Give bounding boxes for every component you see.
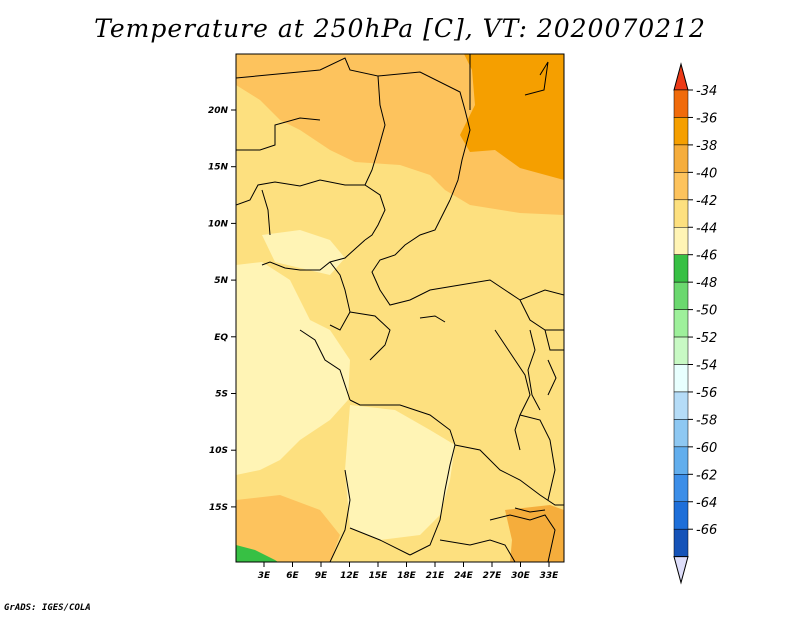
coastline-lake bbox=[419, 315, 446, 323]
boundary-line bbox=[454, 444, 564, 506]
colorbar-segment bbox=[673, 336, 689, 365]
lon-label: 6E bbox=[286, 571, 299, 581]
lon-label: 18E bbox=[397, 571, 417, 581]
colorbar-segment bbox=[673, 391, 689, 420]
lat-label: 20N bbox=[208, 106, 229, 116]
colorbar-segment bbox=[673, 419, 689, 448]
colorbar-label: -44 bbox=[696, 221, 717, 236]
colorbar-segment bbox=[673, 227, 689, 255]
field-minus38-40-southeast bbox=[505, 505, 564, 562]
colorbar-label: -50 bbox=[696, 304, 717, 319]
colorbar-segment bbox=[673, 172, 689, 201]
boundary-line bbox=[489, 514, 556, 562]
map-frame bbox=[235, 53, 565, 563]
colorbar-label: -48 bbox=[696, 276, 717, 291]
boundary-line bbox=[377, 71, 471, 201]
longitude-axis: 3E 6E 9E 12E 15E 18E 21E 24E 27E 30E 33E bbox=[258, 562, 559, 581]
lon-label: 12E bbox=[340, 571, 360, 581]
coastline-lake bbox=[524, 61, 549, 96]
field-minus42-44-central bbox=[262, 230, 345, 275]
lon-label: 15E bbox=[369, 571, 389, 581]
field-minus44-46-corner bbox=[236, 545, 278, 562]
lat-label: 5N bbox=[214, 276, 228, 286]
colorbar-label: -52 bbox=[696, 331, 717, 346]
coastline-lake bbox=[547, 359, 557, 396]
colorbar-label: -38 bbox=[696, 139, 717, 154]
field-minus36-38-northeast bbox=[460, 54, 564, 180]
colorbar-segment bbox=[673, 501, 689, 530]
colorbar-segment bbox=[673, 528, 689, 557]
colorbar-label: -66 bbox=[696, 523, 717, 538]
colorbar-segment bbox=[673, 199, 689, 228]
lon-label: 30E bbox=[511, 571, 531, 581]
lon-label: 24E bbox=[454, 571, 474, 581]
colorbar-segment bbox=[673, 364, 689, 393]
lat-label: 15S bbox=[209, 503, 228, 513]
colorbar-label: -56 bbox=[696, 386, 717, 401]
colorbar-segment bbox=[673, 446, 689, 475]
boundary-line bbox=[329, 469, 351, 562]
coastline-lake bbox=[527, 329, 541, 411]
colorbar-label: -58 bbox=[696, 413, 717, 428]
country-boundaries bbox=[236, 54, 564, 562]
colorbar-label: -62 bbox=[696, 468, 717, 483]
colorbar-segment bbox=[673, 117, 689, 146]
colorbar-segment bbox=[673, 474, 689, 502]
latitude-axis: 20N 15N 10N 5N EQ 5S 10S 15S bbox=[208, 106, 236, 513]
lon-label: 27E bbox=[483, 571, 503, 581]
grads-credit: GrADS: IGES/COLA bbox=[4, 603, 91, 613]
field-minus38-40-southwest bbox=[236, 495, 340, 562]
boundary-line bbox=[236, 57, 386, 186]
lon-label: 33E bbox=[540, 571, 560, 581]
colorbar-bottom-arrow bbox=[673, 556, 689, 585]
colorbar-segment bbox=[673, 254, 689, 283]
boundary-line bbox=[519, 299, 564, 331]
field-minus42-44-west bbox=[236, 262, 350, 475]
colorbar-segment bbox=[673, 281, 689, 310]
lat-label: EQ bbox=[214, 333, 228, 343]
boundary-line bbox=[236, 179, 386, 241]
lon-label: 3E bbox=[258, 571, 271, 581]
boundary-line bbox=[371, 199, 564, 306]
coastline-lake bbox=[514, 507, 546, 513]
boundary-line bbox=[349, 527, 411, 556]
map-title: Temperature at 250hPa [C], VT: 202007021… bbox=[94, 14, 706, 43]
colorbar-top-arrow bbox=[673, 62, 689, 91]
boundary-line bbox=[544, 329, 564, 351]
lon-label: 9E bbox=[315, 571, 328, 581]
boundary-line bbox=[261, 239, 366, 271]
colorbar: -34 -36 -38 -40 -42 -44 -46 -48 -50 -52 -54 -56 -58 -… bbox=[673, 62, 717, 585]
boundary-line bbox=[349, 399, 456, 446]
colorbar-label: -64 bbox=[696, 496, 717, 511]
colorbar-label: -34 bbox=[696, 84, 717, 99]
colorbar-label: -46 bbox=[696, 249, 717, 264]
lon-label: 21E bbox=[426, 571, 446, 581]
colorbar-segment bbox=[673, 144, 689, 173]
field-minus42-44-south bbox=[345, 405, 455, 540]
temperature-field bbox=[236, 54, 564, 562]
lat-label: 10S bbox=[209, 446, 228, 456]
field-minus38-40-northwest bbox=[258, 54, 420, 82]
colorbar-label: -40 bbox=[696, 166, 717, 181]
boundary-line bbox=[439, 539, 516, 562]
boundary-line bbox=[519, 414, 556, 501]
boundary-line bbox=[261, 189, 271, 236]
boundary-line bbox=[299, 329, 351, 401]
colorbar-label: -42 bbox=[696, 194, 717, 209]
boundary-line bbox=[494, 329, 531, 451]
lat-label: 10N bbox=[208, 219, 229, 229]
lat-label: 15N bbox=[208, 163, 229, 173]
colorbar-segment bbox=[673, 309, 689, 338]
colorbar-label: -54 bbox=[696, 359, 717, 374]
colorbar-label: -60 bbox=[696, 441, 717, 456]
colorbar-segment bbox=[673, 89, 689, 118]
colorbar-label: -36 bbox=[696, 111, 717, 126]
boundary-line bbox=[349, 311, 391, 361]
boundary-line bbox=[409, 444, 456, 556]
lat-label: 5S bbox=[215, 390, 228, 400]
boundary-line bbox=[236, 117, 321, 151]
boundary-line bbox=[329, 261, 351, 331]
